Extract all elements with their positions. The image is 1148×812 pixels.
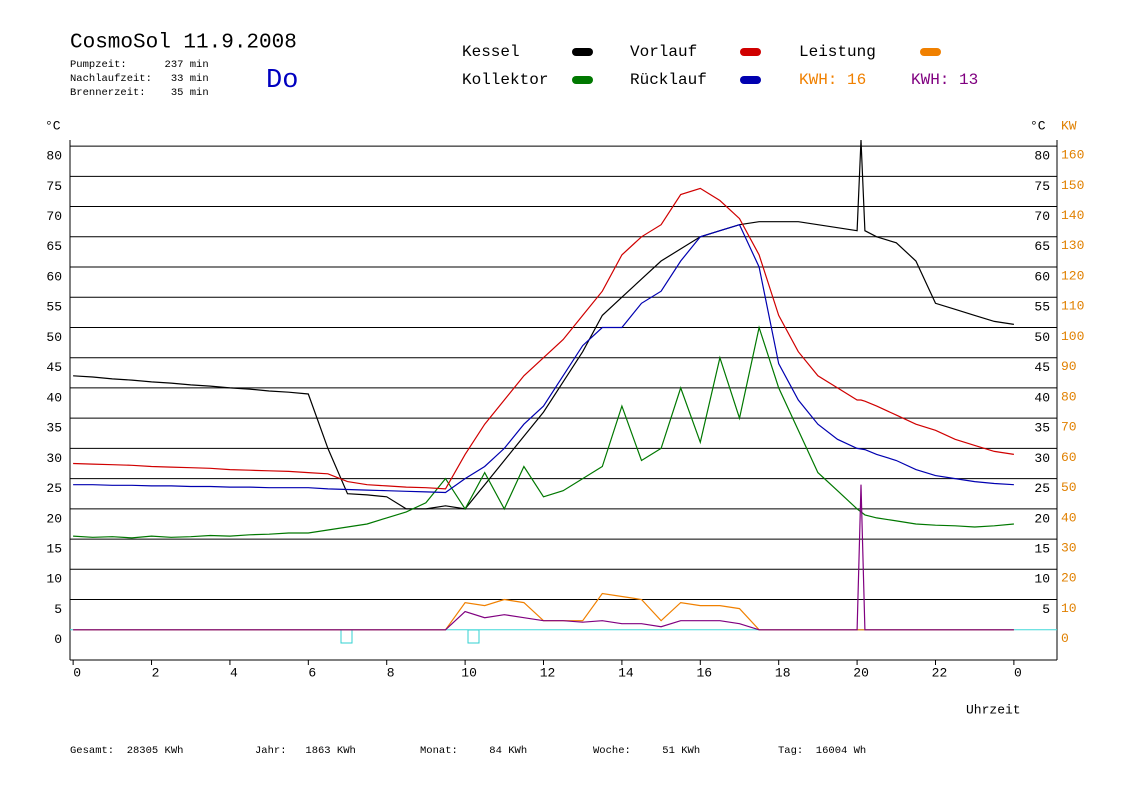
y-tick-label: 75: [46, 179, 62, 194]
event-marker: [340, 629, 353, 644]
series-line: [73, 592, 1014, 631]
y-right-label: °C: [1030, 118, 1046, 133]
y-tick-label: 10: [46, 572, 62, 587]
info: Brennerzeit: 35 min: [70, 87, 209, 99]
y-tick-label: 40: [46, 390, 62, 405]
x-tick-label: 6: [308, 665, 316, 680]
y-right-tick-label: 75: [1034, 179, 1050, 194]
legend-label: Rücklauf: [630, 71, 707, 89]
x-tick-label: 18: [775, 665, 791, 680]
y-tick-label: 5: [54, 602, 62, 617]
y-right-tick-label: 40: [1034, 390, 1050, 405]
legend-swatch: [572, 76, 593, 84]
x-tick-label: 2: [152, 665, 160, 680]
footer-item: Monat: 84 KWh: [420, 745, 527, 757]
y2-tick-label: 40: [1061, 510, 1077, 525]
y-right-tick-label: 80: [1034, 149, 1050, 164]
info: Pumpzeit: 237 min: [70, 59, 209, 71]
x-tick-label: 10: [461, 665, 477, 680]
legend-label: Leistung: [799, 43, 876, 61]
title: CosmoSol 11.9.2008: [70, 32, 297, 55]
series-line: [73, 325, 1014, 539]
footer-item: Gesamt: 28305 KWh: [70, 745, 183, 757]
y2-tick-label: 30: [1061, 541, 1077, 556]
y2-tick-label: 0: [1061, 631, 1069, 646]
y-tick-label: 65: [46, 239, 62, 254]
legend-swatch: [740, 76, 761, 84]
footer-item: Jahr: 1863 KWh: [255, 745, 356, 757]
y2-tick-label: 80: [1061, 389, 1077, 404]
y-tick-label: 45: [46, 360, 62, 375]
kwh-label: KWH: 13: [911, 71, 978, 89]
y2-tick-label: 150: [1061, 178, 1084, 193]
footer-item: Tag: 16004 Wh: [778, 745, 866, 757]
x-tick-label: 22: [932, 665, 948, 680]
x-tick-label: 0: [1014, 665, 1022, 680]
y-right-tick-label: 35: [1034, 421, 1050, 436]
y2-tick-label: 10: [1061, 601, 1077, 616]
legend-label: Kessel: [462, 43, 520, 61]
y-right-tick-label: 60: [1034, 269, 1050, 284]
y2-tick-label: 20: [1061, 571, 1077, 586]
y-right-tick-label: 5: [1042, 602, 1050, 617]
y-tick-label: 25: [46, 481, 62, 496]
y2-tick-label: 60: [1061, 450, 1077, 465]
info: Nachlaufzeit: 33 min: [70, 73, 209, 85]
event-marker: [467, 629, 480, 644]
y2-label: KW: [1061, 118, 1077, 133]
y-right-tick-label: 70: [1034, 209, 1050, 224]
y-tick-label: 70: [46, 209, 62, 224]
x-tick-label: 12: [540, 665, 556, 680]
y-tick-label: 55: [46, 300, 62, 315]
y2-tick-label: 70: [1061, 420, 1077, 435]
y2-tick-label: 100: [1061, 329, 1084, 344]
y2-tick-label: 140: [1061, 208, 1084, 223]
y-right-tick-label: 50: [1034, 330, 1050, 345]
x-tick-label: 0: [73, 665, 81, 680]
y-tick-label: 50: [46, 330, 62, 345]
y-right-tick-label: 20: [1034, 511, 1050, 526]
y-tick-label: 30: [46, 451, 62, 466]
series-line: [73, 187, 1014, 490]
legend-label: Kollektor: [462, 71, 548, 89]
y-right-tick-label: 25: [1034, 481, 1050, 496]
legend-swatch: [572, 48, 593, 56]
series-line: [73, 223, 1014, 494]
y2-tick-label: 90: [1061, 359, 1077, 374]
y-tick-label: 15: [46, 542, 62, 557]
x-tick-label: 16: [696, 665, 712, 680]
x-tick-label: 4: [230, 665, 238, 680]
series-line: [73, 484, 1014, 631]
y2-tick-label: 50: [1061, 480, 1077, 495]
y2-tick-label: 120: [1061, 268, 1084, 283]
y-label: °C: [45, 118, 61, 133]
x-tick-label: 8: [387, 665, 395, 680]
kwh-label: KWH: 16: [799, 71, 866, 89]
x-label: Uhrzeit: [966, 702, 1021, 717]
y-tick-label: 20: [46, 511, 62, 526]
y2-tick-label: 160: [1061, 148, 1084, 163]
x-tick-label: 20: [853, 665, 869, 680]
legend-swatch: [740, 48, 761, 56]
y-right-tick-label: 65: [1034, 239, 1050, 254]
y-right-tick-label: 30: [1034, 451, 1050, 466]
y-right-tick-label: 45: [1034, 360, 1050, 375]
y-tick-label: 0: [54, 632, 62, 647]
x-tick-label: 14: [618, 665, 634, 680]
y2-tick-label: 110: [1061, 299, 1084, 314]
y-right-tick-label: 15: [1034, 542, 1050, 557]
series-line: [73, 139, 1014, 510]
footer-item: Woche: 51 KWh: [593, 745, 700, 757]
legend-label: Vorlauf: [630, 43, 697, 61]
y2-tick-label: 130: [1061, 238, 1084, 253]
legend-swatch: [920, 48, 941, 56]
y-tick-label: 80: [46, 149, 62, 164]
y-right-tick-label: 55: [1034, 300, 1050, 315]
day: Do: [266, 66, 298, 96]
y-right-tick-label: 10: [1034, 572, 1050, 587]
y-tick-label: 60: [46, 269, 62, 284]
y-tick-label: 35: [46, 421, 62, 436]
